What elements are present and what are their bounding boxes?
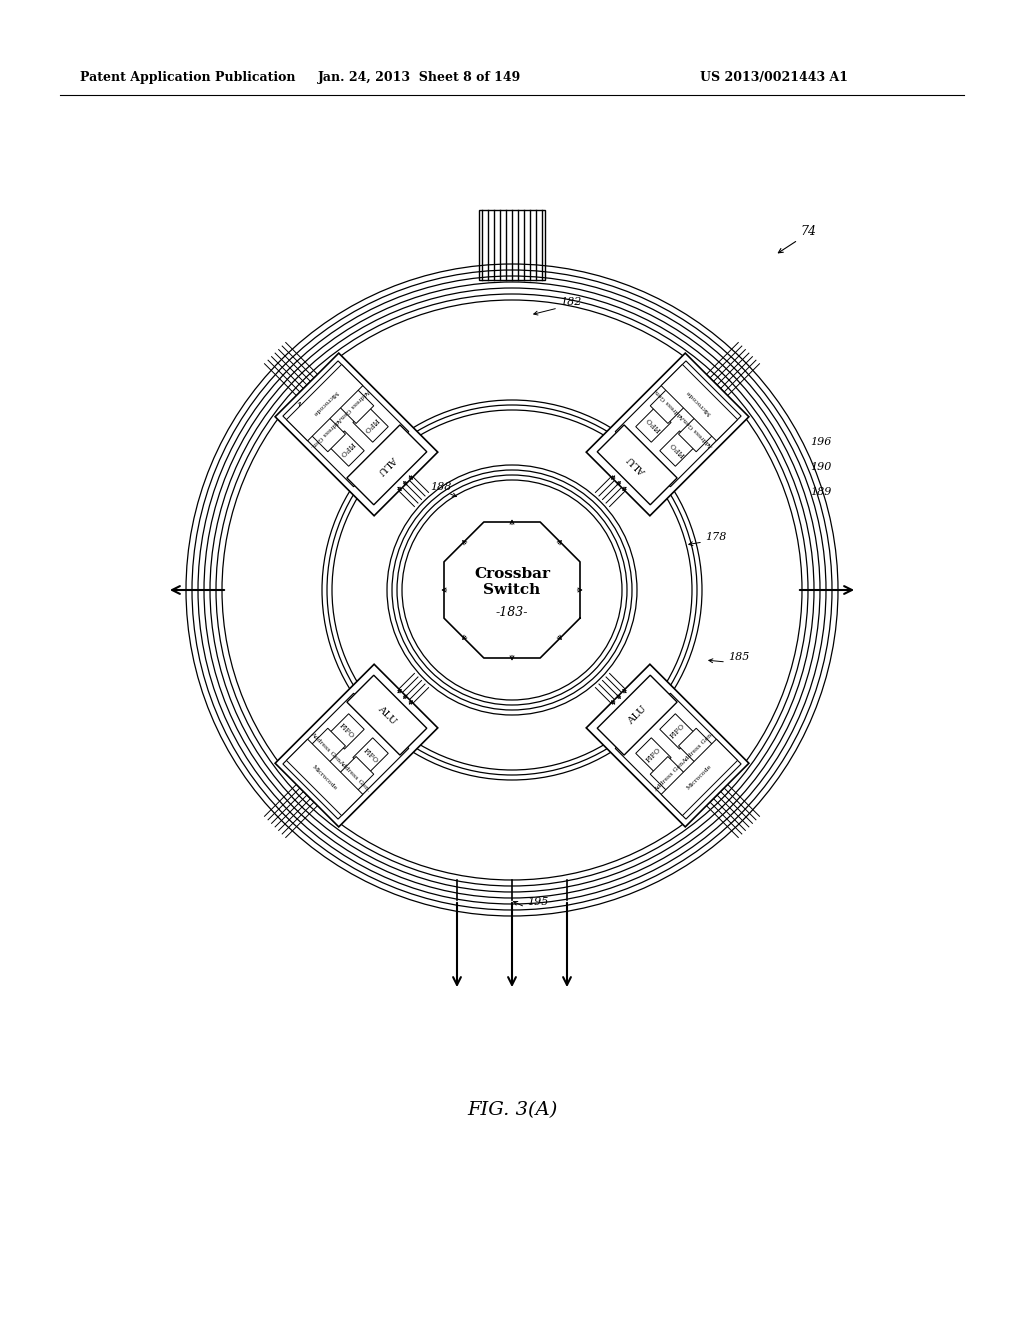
Text: 178: 178 xyxy=(705,532,726,543)
Text: Patent Application Publication: Patent Application Publication xyxy=(80,71,296,84)
Text: FIFO: FIFO xyxy=(361,416,380,434)
Polygon shape xyxy=(615,693,741,820)
Text: 190: 190 xyxy=(810,462,831,473)
Text: 185: 185 xyxy=(728,652,750,663)
Polygon shape xyxy=(353,407,388,442)
Polygon shape xyxy=(275,354,437,516)
Polygon shape xyxy=(283,360,409,487)
Text: US 2013/0021443 A1: US 2013/0021443 A1 xyxy=(700,71,848,84)
Text: ALU: ALU xyxy=(376,454,398,477)
Polygon shape xyxy=(679,413,718,451)
Text: 195: 195 xyxy=(527,898,549,907)
Text: FIFO: FIFO xyxy=(361,746,380,764)
Text: 182: 182 xyxy=(560,297,582,308)
Polygon shape xyxy=(662,364,737,441)
Text: Address Gen.: Address Gen. xyxy=(309,731,343,764)
Polygon shape xyxy=(329,714,365,748)
Text: Microcode: Microcode xyxy=(311,764,338,791)
Text: 184: 184 xyxy=(295,403,316,412)
Polygon shape xyxy=(283,693,409,820)
Text: 196: 196 xyxy=(810,437,831,447)
Polygon shape xyxy=(329,430,365,466)
Text: FIFO: FIFO xyxy=(644,416,663,434)
Text: FIFO: FIFO xyxy=(337,440,355,458)
Polygon shape xyxy=(650,384,689,424)
Text: Microcode: Microcode xyxy=(686,389,713,416)
Polygon shape xyxy=(636,738,671,774)
Text: FIFO: FIFO xyxy=(644,746,663,764)
Text: Jan. 24, 2013  Sheet 8 of 149: Jan. 24, 2013 Sheet 8 of 149 xyxy=(318,71,521,84)
Text: Address Gen.: Address Gen. xyxy=(338,759,371,792)
Text: Microcode: Microcode xyxy=(686,764,713,791)
Text: Address Gen.: Address Gen. xyxy=(338,387,371,421)
Polygon shape xyxy=(347,425,427,504)
Polygon shape xyxy=(347,676,427,755)
Polygon shape xyxy=(275,664,437,826)
Polygon shape xyxy=(650,756,689,796)
Text: FIFO: FIFO xyxy=(669,722,687,741)
Polygon shape xyxy=(353,738,388,774)
Polygon shape xyxy=(587,664,749,826)
Text: -183-: -183- xyxy=(496,606,528,619)
Text: FIG. 3(A): FIG. 3(A) xyxy=(467,1101,557,1119)
Text: ALU: ALU xyxy=(376,704,398,726)
Polygon shape xyxy=(587,354,749,516)
Polygon shape xyxy=(597,425,677,504)
Polygon shape xyxy=(662,739,737,816)
Text: Address Gen.: Address Gen. xyxy=(681,731,715,764)
Polygon shape xyxy=(306,413,345,451)
Polygon shape xyxy=(335,384,374,424)
Text: Address Gen.: Address Gen. xyxy=(309,416,343,449)
Polygon shape xyxy=(659,430,695,466)
Text: Microcode: Microcode xyxy=(311,389,338,416)
Text: 74: 74 xyxy=(800,224,816,238)
Text: FIFO: FIFO xyxy=(669,440,687,458)
Text: ALU: ALU xyxy=(626,704,648,726)
Polygon shape xyxy=(679,729,718,767)
Text: Crossbar
Switch: Crossbar Switch xyxy=(474,566,550,597)
Text: 188: 188 xyxy=(430,482,452,492)
Text: Address Gen.: Address Gen. xyxy=(681,416,715,449)
Text: Address Gen.: Address Gen. xyxy=(653,387,686,421)
Polygon shape xyxy=(287,364,362,441)
Polygon shape xyxy=(659,714,695,748)
Polygon shape xyxy=(287,739,362,816)
Text: ALU: ALU xyxy=(626,454,648,477)
Polygon shape xyxy=(615,360,741,487)
Text: Address Gen.: Address Gen. xyxy=(653,759,686,792)
Text: 189: 189 xyxy=(810,487,831,498)
Polygon shape xyxy=(335,756,374,796)
Text: FIFO: FIFO xyxy=(337,722,355,741)
Polygon shape xyxy=(306,729,345,767)
Polygon shape xyxy=(597,676,677,755)
Polygon shape xyxy=(636,407,671,442)
